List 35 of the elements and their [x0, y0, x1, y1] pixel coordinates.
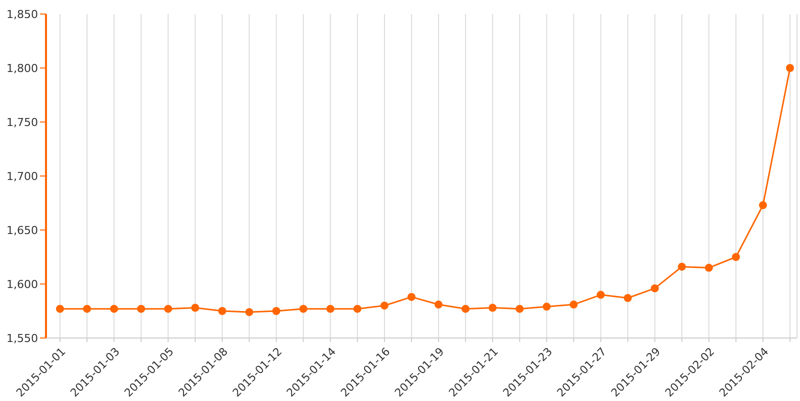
point	[786, 64, 794, 72]
point	[624, 294, 632, 302]
point	[272, 307, 280, 315]
point	[488, 304, 497, 312]
point	[299, 304, 308, 313]
point	[56, 304, 64, 313]
point	[434, 300, 443, 309]
point	[110, 304, 118, 313]
point	[218, 307, 226, 315]
point	[137, 304, 146, 313]
point	[164, 304, 172, 313]
y-tick-label: 1,800	[6, 62, 38, 75]
point	[83, 304, 92, 313]
point	[380, 302, 388, 310]
y-tick-label: 1,550	[6, 332, 38, 345]
point	[462, 304, 470, 313]
point	[245, 308, 254, 316]
point	[542, 302, 551, 311]
point	[758, 201, 767, 210]
y-tick-label: 1,850	[6, 8, 38, 21]
point	[678, 262, 686, 271]
point	[353, 304, 362, 313]
point	[191, 304, 200, 312]
y-tick-label: 1,750	[6, 116, 38, 129]
point	[596, 290, 605, 299]
point	[516, 304, 524, 313]
y-tick-label: 1,600	[6, 278, 38, 291]
point	[326, 304, 334, 313]
y-tick-label: 1,650	[6, 224, 38, 237]
point	[407, 292, 416, 301]
point	[570, 300, 578, 309]
y-tick-label: 1,700	[6, 170, 38, 183]
point	[650, 284, 659, 292]
point	[732, 253, 740, 261]
point	[704, 264, 713, 272]
